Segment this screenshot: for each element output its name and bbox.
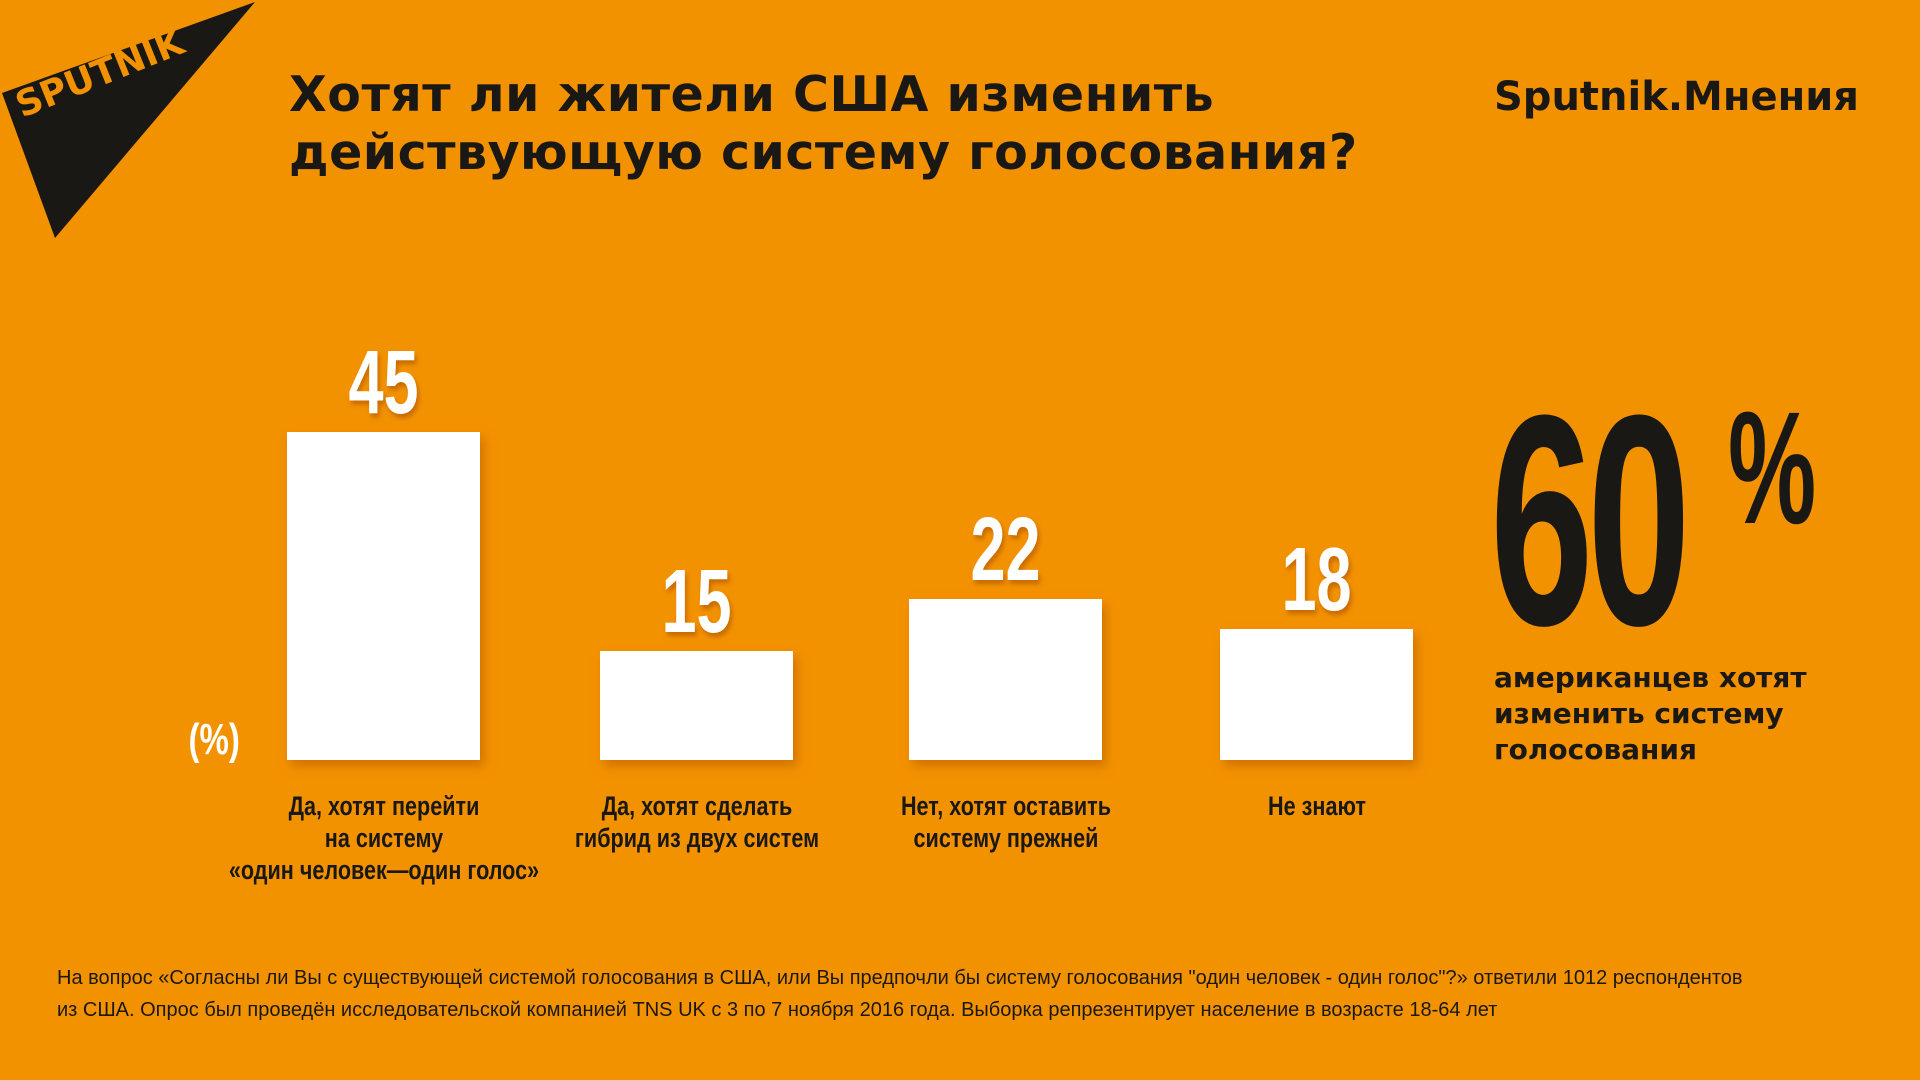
footnote-line-1: На вопрос «Согласны ли Вы с существующей… (57, 967, 1743, 989)
y-unit-label: (%) (188, 715, 240, 764)
page-title: Хотят ли жители США изменить действующую… (289, 66, 1358, 182)
category-label-line: Не знают (1267, 791, 1366, 821)
title-line-1: Хотят ли жители США изменить (289, 66, 1215, 123)
highlight-text: американцев хотят изменить систему голос… (1494, 661, 1807, 766)
category-label-line: гибрид из двух систем (574, 823, 819, 853)
bar-value-label: 18 (1281, 529, 1352, 630)
highlight-number: 60 (1490, 352, 1691, 688)
bar-value-label: 45 (348, 332, 419, 433)
bar (1220, 628, 1413, 760)
category-label: Да, хотят перейти на систему «один человек… (224, 790, 544, 886)
category-label-line: систему прежней (913, 823, 1098, 853)
category-label-line: Нет, хотят оставить (900, 791, 1111, 821)
category-label-line: Да, хотят перейти (288, 791, 479, 821)
bar (909, 599, 1102, 760)
category-label-line: Да, хотят сделать (601, 791, 792, 821)
sputnik-logo: SPUTNIK (2, 2, 255, 238)
bar (287, 431, 480, 760)
category-label-line: «один человек—один голос» (228, 855, 539, 885)
category-label: Не знают (1157, 790, 1477, 822)
footnote: На вопрос «Согласны ли Вы с существующей… (57, 962, 1877, 1026)
title-line-2: действующую систему голосования? (289, 124, 1358, 181)
category-label: Нет, хотят оставить систему прежней (846, 790, 1166, 854)
bar-value-label: 22 (970, 500, 1041, 601)
category-label: Да, хотят сделать гибрид из двух систем (537, 790, 857, 854)
brand-label: Sputnik.Мнения (1494, 74, 1859, 120)
highlight-percent: % (1728, 378, 1817, 557)
footnote-line-2: из США. Опрос был проведён исследователь… (57, 999, 1498, 1021)
bar-value-label: 15 (661, 551, 732, 652)
category-label-line: на систему (324, 823, 443, 853)
bar (600, 650, 793, 760)
